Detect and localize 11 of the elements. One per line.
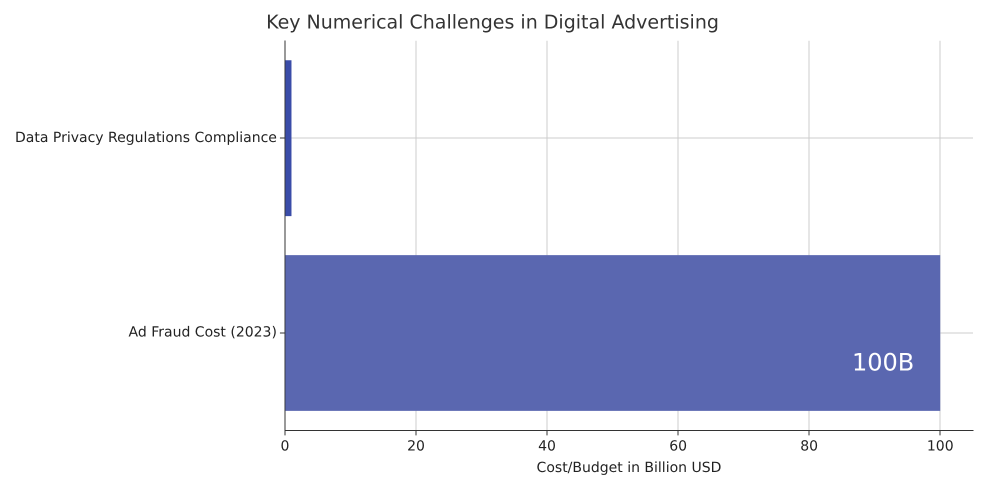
x-tick-label: 80 bbox=[800, 438, 818, 454]
x-tick-label: 0 bbox=[280, 438, 290, 454]
x-tick-label: 100 bbox=[926, 438, 954, 454]
x-tick-label: 40 bbox=[538, 438, 556, 454]
y-tick-label: Ad Fraud Cost (2023) bbox=[128, 324, 277, 341]
y-tick-label: Data Privacy Regulations Compliance bbox=[14, 130, 277, 146]
chart-title: Key Numerical Challenges in Digital Advertising bbox=[266, 11, 719, 34]
x-tick-label: 20 bbox=[407, 438, 425, 454]
x-axis-title: Cost/Budget in Billion USD bbox=[536, 460, 722, 476]
data-label: 100B bbox=[852, 348, 914, 376]
x-tick-label: 60 bbox=[669, 438, 688, 454]
